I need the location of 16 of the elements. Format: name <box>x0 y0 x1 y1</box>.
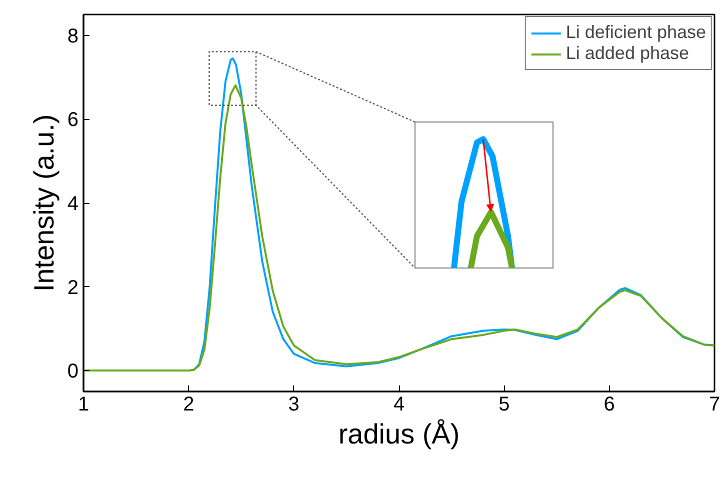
y-tick-label: 6 <box>67 109 78 132</box>
y-tick-label: 4 <box>67 193 78 215</box>
x-tick-label: 4 <box>393 394 405 416</box>
x-tick-label: 5 <box>498 394 510 416</box>
x-tick-label: 7 <box>708 394 720 416</box>
x-tick-label: 2 <box>183 394 194 416</box>
y-axis-title: Intensity (a.u.) <box>28 114 60 292</box>
x-tick-label: 3 <box>288 394 300 416</box>
x-tick-label: 6 <box>604 394 615 416</box>
legend-label: Li deficient phase <box>566 22 706 43</box>
y-tick-label: 8 <box>67 25 78 48</box>
x-axis-title: radius (Å) <box>338 418 460 450</box>
y-tick-label: 2 <box>67 276 78 299</box>
y-tick-label: 0 <box>67 360 78 383</box>
x-tick-label: 1 <box>78 394 90 416</box>
legend-label: Li added phase <box>566 43 689 64</box>
